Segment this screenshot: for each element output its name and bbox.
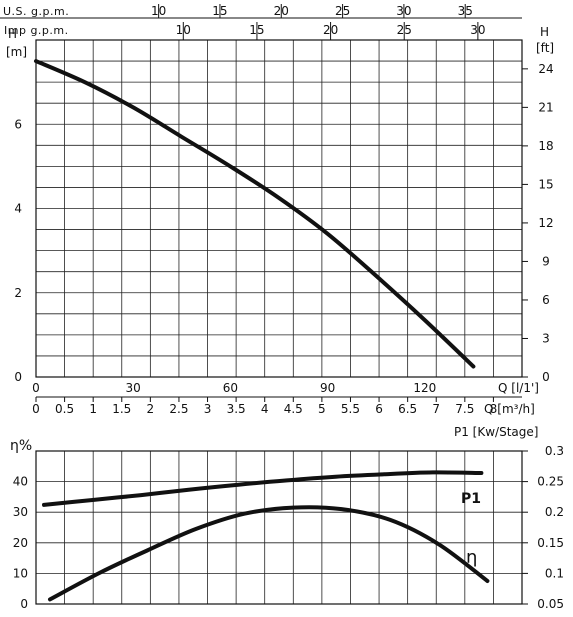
- head-ft-tick-label: 9: [542, 254, 550, 268]
- flow-lpm-tick-label: 0: [32, 381, 40, 395]
- head-ft-tick-label: 21: [538, 100, 553, 114]
- head-m-tick-label: 6: [14, 117, 22, 131]
- flow-m3h-tick-label: 3: [204, 402, 212, 416]
- head-chart-frame: [35, 39, 523, 378]
- flow-lpm-tick-label: 90: [320, 381, 335, 395]
- us-gpm-tick-label: 35: [458, 4, 473, 18]
- flow-m3h-tick-label: 2: [147, 402, 155, 416]
- head-ft-tick-label: 6: [542, 293, 550, 307]
- imp-gpm-tick-label: 25: [397, 23, 412, 37]
- head-m-tick-labels: 0 2 4 6: [14, 117, 22, 384]
- flow-m3h-tick-label: 4.5: [284, 402, 303, 416]
- power-tick-label: 0.15: [537, 536, 564, 550]
- efficiency-curve: [48, 505, 490, 602]
- imp-gpm-tick-label: 20: [323, 23, 338, 37]
- efficiency-tick-label: 30: [13, 505, 28, 519]
- head-ft-tick-label: 12: [538, 216, 553, 230]
- head-ft-tick-label: 3: [542, 331, 550, 345]
- imp-gpm-axis-label: Imp g.p.m.: [4, 24, 69, 37]
- us-gpm-tick-label: 15: [212, 4, 227, 18]
- us-gpm-tick-label: 20: [274, 4, 289, 18]
- us-gpm-tick-label: 10: [151, 4, 166, 18]
- us-gpm-axis-label: U.S. g.p.m.: [3, 5, 69, 18]
- flow-lpm-tick-label: 30: [126, 381, 141, 395]
- flow-m3h-tick-label: 7.5: [455, 402, 474, 416]
- flow-lpm-tick-labels: 0 30 60 90 120: [32, 381, 522, 398]
- head-ft-tick-label: 0: [542, 370, 550, 384]
- flow-m3h-tick-label: 6.5: [398, 402, 417, 416]
- head-ft-tick-label: 15: [538, 177, 553, 191]
- power-tick-label: 0.25: [537, 475, 564, 489]
- power-tick-label: 0.1: [545, 566, 564, 580]
- power-axis-label: P1 [Kw/Stage]: [454, 425, 538, 439]
- flow-m3h-tick-labels: 0 0.5 1 1.5 2 2.5 3 3.5 4 4.5 5 5.5 6 6.5 7 7.5 8: [32, 397, 497, 416]
- imp-gpm-tick-label: 10: [176, 23, 191, 37]
- p1-power-curve: [42, 470, 484, 507]
- efficiency-tick-label: 20: [13, 536, 28, 550]
- flow-m3h-tick-label: 0: [32, 402, 40, 416]
- head-curve: [34, 59, 476, 369]
- head-m-axis-label-h: H: [8, 27, 17, 41]
- flow-m3h-tick-label: 8: [490, 402, 498, 416]
- head-m-tick-label: 4: [14, 202, 22, 216]
- flow-lpm-tick-label: 120: [413, 381, 436, 395]
- flow-m3h-tick-label: 3.5: [227, 402, 246, 416]
- flow-m3h-tick-label: 0.5: [55, 402, 74, 416]
- imp-gpm-tick-label: 15: [249, 23, 264, 37]
- flow-m3h-tick-label: 4: [261, 402, 269, 416]
- flow-m3h-tick-label: 5: [318, 402, 326, 416]
- efficiency-tick-label: 10: [13, 566, 28, 580]
- head-ft-axis-label-h: H: [540, 25, 549, 39]
- power-tick-label: 0.05: [537, 597, 564, 611]
- us-gpm-tick-labels: 10 15 20 25 30 35: [0, 4, 522, 19]
- efficiency-curve-label: η: [466, 547, 477, 568]
- flow-m3h-tick-label: 6: [375, 402, 383, 416]
- head-ft-tick-label: 24: [538, 62, 553, 76]
- flow-lpm-axis-label: Q [l/1']: [498, 381, 539, 395]
- us-gpm-tick-label: 25: [335, 4, 350, 18]
- flow-m3h-tick-label: 1.5: [112, 402, 131, 416]
- imp-gpm-tick-labels: 10 15 20 25 30: [176, 22, 486, 40]
- flow-m3h-tick-label: 7: [432, 402, 440, 416]
- head-ft-tick-label: 18: [538, 139, 553, 153]
- flow-m3h-tick-label: 1: [89, 402, 97, 416]
- head-ft-tick-labels: 0 3 6 9 12 15 18 21 24: [522, 62, 554, 384]
- power-tick-label: 0.2: [545, 505, 564, 519]
- flow-lpm-tick-label: 60: [223, 381, 238, 395]
- flow-m3h-tick-label: 5.5: [341, 402, 360, 416]
- power-tick-labels: 0.05 0.1 0.15 0.2 0.25 0.3: [522, 444, 564, 611]
- efficiency-tick-label: 40: [13, 475, 28, 489]
- efficiency-power-chart-frame: [35, 450, 523, 605]
- flow-m3h-axis-label: Q [m³/h]: [484, 402, 535, 416]
- head-m-axis-unit: [m]: [6, 45, 27, 59]
- efficiency-axis-label: η%: [10, 438, 32, 454]
- efficiency-tick-labels: 0 10 20 30 40: [13, 475, 28, 611]
- flow-m3h-tick-label: 2.5: [169, 402, 188, 416]
- head-ft-axis-unit: [ft]: [536, 41, 554, 55]
- us-gpm-tick-label: 30: [396, 4, 411, 18]
- efficiency-tick-label: 0: [20, 597, 28, 611]
- head-chart-grid: [36, 40, 522, 377]
- power-tick-label: 0.3: [545, 444, 564, 458]
- p1-curve-label: P1: [461, 491, 481, 507]
- head-m-tick-label: 2: [14, 286, 22, 300]
- imp-gpm-tick-label: 30: [470, 23, 485, 37]
- head-m-tick-label: 0: [14, 370, 22, 384]
